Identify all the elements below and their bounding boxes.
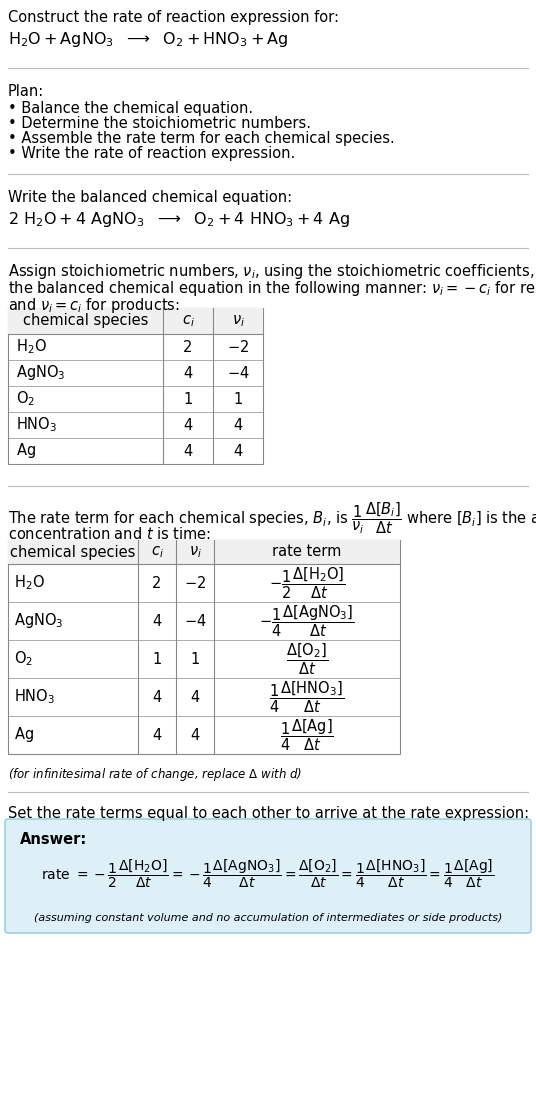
Text: $\mathrm{O_2}$: $\mathrm{O_2}$ (14, 650, 33, 669)
Text: 4: 4 (233, 444, 243, 458)
Text: 4: 4 (183, 444, 192, 458)
Text: concentration and $t$ is time:: concentration and $t$ is time: (8, 526, 211, 543)
Text: and $\nu_i = c_i$ for products:: and $\nu_i = c_i$ for products: (8, 296, 180, 315)
Text: 1: 1 (183, 391, 192, 407)
Text: $-2$: $-2$ (227, 339, 249, 355)
Text: 4: 4 (183, 365, 192, 380)
Text: chemical species: chemical species (10, 545, 136, 559)
Text: 2: 2 (152, 575, 162, 591)
Text: 4: 4 (152, 689, 162, 705)
Text: $\dfrac{1}{4}\dfrac{\Delta[\mathrm{Ag}]}{\Delta t}$: $\dfrac{1}{4}\dfrac{\Delta[\mathrm{Ag}]}… (280, 717, 334, 753)
Text: • Balance the chemical equation.: • Balance the chemical equation. (8, 101, 253, 116)
Bar (8, 540, 400, 564)
Text: $\dfrac{1}{4}\dfrac{\Delta[\mathrm{HNO_3}]}{\Delta t}$: $\dfrac{1}{4}\dfrac{\Delta[\mathrm{HNO_3… (270, 680, 345, 715)
Text: $\mathrm{AgNO_3}$: $\mathrm{AgNO_3}$ (14, 612, 64, 630)
Text: Assign stoichiometric numbers, $\nu_i$, using the stoichiometric coefficients, $: Assign stoichiometric numbers, $\nu_i$, … (8, 262, 536, 281)
Text: 4: 4 (152, 728, 162, 742)
Text: $\mathrm{Ag}$: $\mathrm{Ag}$ (14, 726, 34, 744)
Text: 1: 1 (190, 651, 199, 666)
Text: $\nu_i$: $\nu_i$ (189, 544, 202, 560)
Text: Construct the rate of reaction expression for:: Construct the rate of reaction expressio… (8, 10, 339, 25)
Text: Set the rate terms equal to each other to arrive at the rate expression:: Set the rate terms equal to each other t… (8, 806, 529, 821)
Text: $\mathrm{Ag}$: $\mathrm{Ag}$ (16, 442, 36, 460)
Text: $\mathrm{2\ H_2O + 4\ AgNO_3}$  $\longrightarrow$  $\mathrm{O_2 + 4\ HNO_3 + 4\ : $\mathrm{2\ H_2O + 4\ AgNO_3}$ $\longrig… (8, 210, 350, 229)
Text: 2: 2 (183, 340, 192, 354)
Text: $-\dfrac{1}{4}\dfrac{\Delta[\mathrm{AgNO_3}]}{\Delta t}$: $-\dfrac{1}{4}\dfrac{\Delta[\mathrm{AgNO… (259, 603, 355, 639)
Text: • Determine the stoichiometric numbers.: • Determine the stoichiometric numbers. (8, 116, 311, 132)
Text: $\mathrm{HNO_3}$: $\mathrm{HNO_3}$ (14, 687, 55, 706)
Text: chemical species: chemical species (23, 313, 148, 329)
Text: 1: 1 (233, 391, 243, 407)
Text: Answer:: Answer: (20, 832, 87, 847)
Text: $c_i$: $c_i$ (182, 313, 195, 329)
Text: $\mathrm{H_2O + AgNO_3}$  $\longrightarrow$  $\mathrm{O_2 + HNO_3 + Ag}$: $\mathrm{H_2O + AgNO_3}$ $\longrightarro… (8, 30, 288, 49)
Text: (assuming constant volume and no accumulation of intermediates or side products): (assuming constant volume and no accumul… (34, 913, 502, 923)
Text: $\dfrac{\Delta[\mathrm{O_2}]}{\Delta t}$: $\dfrac{\Delta[\mathrm{O_2}]}{\Delta t}$ (286, 641, 328, 676)
Text: $-2$: $-2$ (184, 575, 206, 591)
Text: the balanced chemical equation in the following manner: $\nu_i = -c_i$ for react: the balanced chemical equation in the fo… (8, 279, 536, 298)
Text: $c_i$: $c_i$ (151, 544, 163, 560)
Text: $-4$: $-4$ (227, 365, 249, 381)
Text: 1: 1 (152, 651, 162, 666)
FancyBboxPatch shape (5, 819, 531, 933)
Text: rate term: rate term (272, 545, 341, 559)
Text: $\mathrm{HNO_3}$: $\mathrm{HNO_3}$ (16, 415, 57, 434)
Text: Plan:: Plan: (8, 84, 44, 99)
Text: $\mathrm{H_2O}$: $\mathrm{H_2O}$ (14, 573, 45, 592)
Text: $\nu_i$: $\nu_i$ (232, 313, 244, 329)
Text: The rate term for each chemical species, $B_i$, is $\dfrac{1}{\nu_i}\dfrac{\Delt: The rate term for each chemical species,… (8, 500, 536, 536)
Text: 4: 4 (152, 614, 162, 628)
Bar (8, 308, 263, 464)
Text: $\mathrm{H_2O}$: $\mathrm{H_2O}$ (16, 338, 47, 356)
Bar (8, 308, 263, 334)
Text: $\mathrm{AgNO_3}$: $\mathrm{AgNO_3}$ (16, 364, 65, 383)
Text: 4: 4 (183, 418, 192, 433)
Text: • Assemble the rate term for each chemical species.: • Assemble the rate term for each chemic… (8, 132, 394, 146)
Text: $-\dfrac{1}{2}\dfrac{\Delta[\mathrm{H_2O}]}{\Delta t}$: $-\dfrac{1}{2}\dfrac{\Delta[\mathrm{H_2O… (269, 566, 345, 601)
Text: (for infinitesimal rate of change, replace $\Delta$ with $d$): (for infinitesimal rate of change, repla… (8, 766, 302, 783)
Text: $\mathrm{O_2}$: $\mathrm{O_2}$ (16, 390, 35, 409)
Text: 4: 4 (233, 418, 243, 433)
Text: Write the balanced chemical equation:: Write the balanced chemical equation: (8, 190, 292, 205)
Text: rate $= -\dfrac{1}{2}\dfrac{\Delta[\mathrm{H_2O}]}{\Delta t} = -\dfrac{1}{4}\dfr: rate $= -\dfrac{1}{2}\dfrac{\Delta[\math… (41, 858, 495, 890)
Text: 4: 4 (190, 728, 199, 742)
Text: $-4$: $-4$ (184, 613, 206, 629)
Text: • Write the rate of reaction expression.: • Write the rate of reaction expression. (8, 146, 295, 161)
Bar (8, 540, 400, 754)
Text: 4: 4 (190, 689, 199, 705)
